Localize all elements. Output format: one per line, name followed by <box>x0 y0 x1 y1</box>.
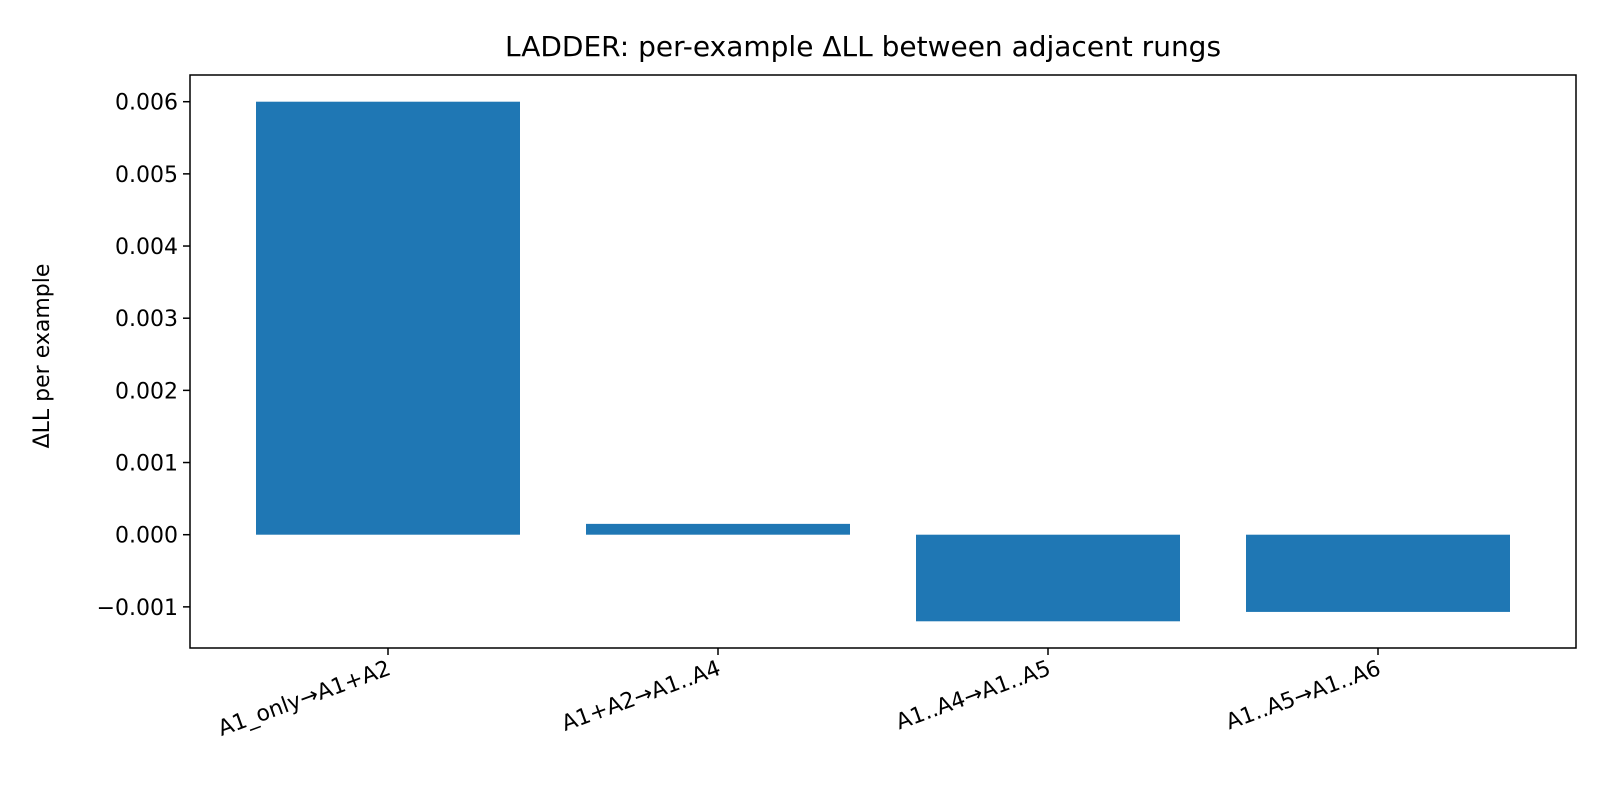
x-tick-label: A1..A4→A1..A5 <box>893 656 1054 735</box>
y-tick-label: 0.001 <box>115 452 178 477</box>
x-tick-label: A1+A2→A1..A4 <box>559 656 725 737</box>
y-tick-label: 0.005 <box>115 163 178 188</box>
plot-frame <box>189 74 1577 649</box>
y-tick-label: 0.003 <box>115 307 178 332</box>
chart-title: LADDER: per-example ΔLL between adjacent… <box>505 30 1221 63</box>
bar-3 <box>916 534 1180 622</box>
bar-1 <box>256 101 520 535</box>
y-axis-ticks: −0.001 0.000 0.001 0.002 0.003 0.004 0.005 0.00… <box>97 91 190 621</box>
y-tick-label: 0.000 <box>115 524 178 549</box>
y-tick-label: 0.004 <box>115 235 178 260</box>
bar-2 <box>586 523 850 535</box>
y-tick-label: −0.001 <box>97 596 178 621</box>
x-axis-ticks: A1_only→A1+A2 A1+A2→A1..A4 A1..A4→A1..A5 A1… <box>215 648 1384 742</box>
bars-group <box>256 101 1510 622</box>
bar-4 <box>1246 534 1510 612</box>
y-tick-label: 0.006 <box>115 91 178 116</box>
x-tick-label: A1..A5→A1..A6 <box>1223 656 1384 735</box>
x-tick-label: A1_only→A1+A2 <box>215 656 394 742</box>
y-tick-label: 0.002 <box>115 379 178 404</box>
y-axis-label: ΔLL per example <box>30 264 55 449</box>
